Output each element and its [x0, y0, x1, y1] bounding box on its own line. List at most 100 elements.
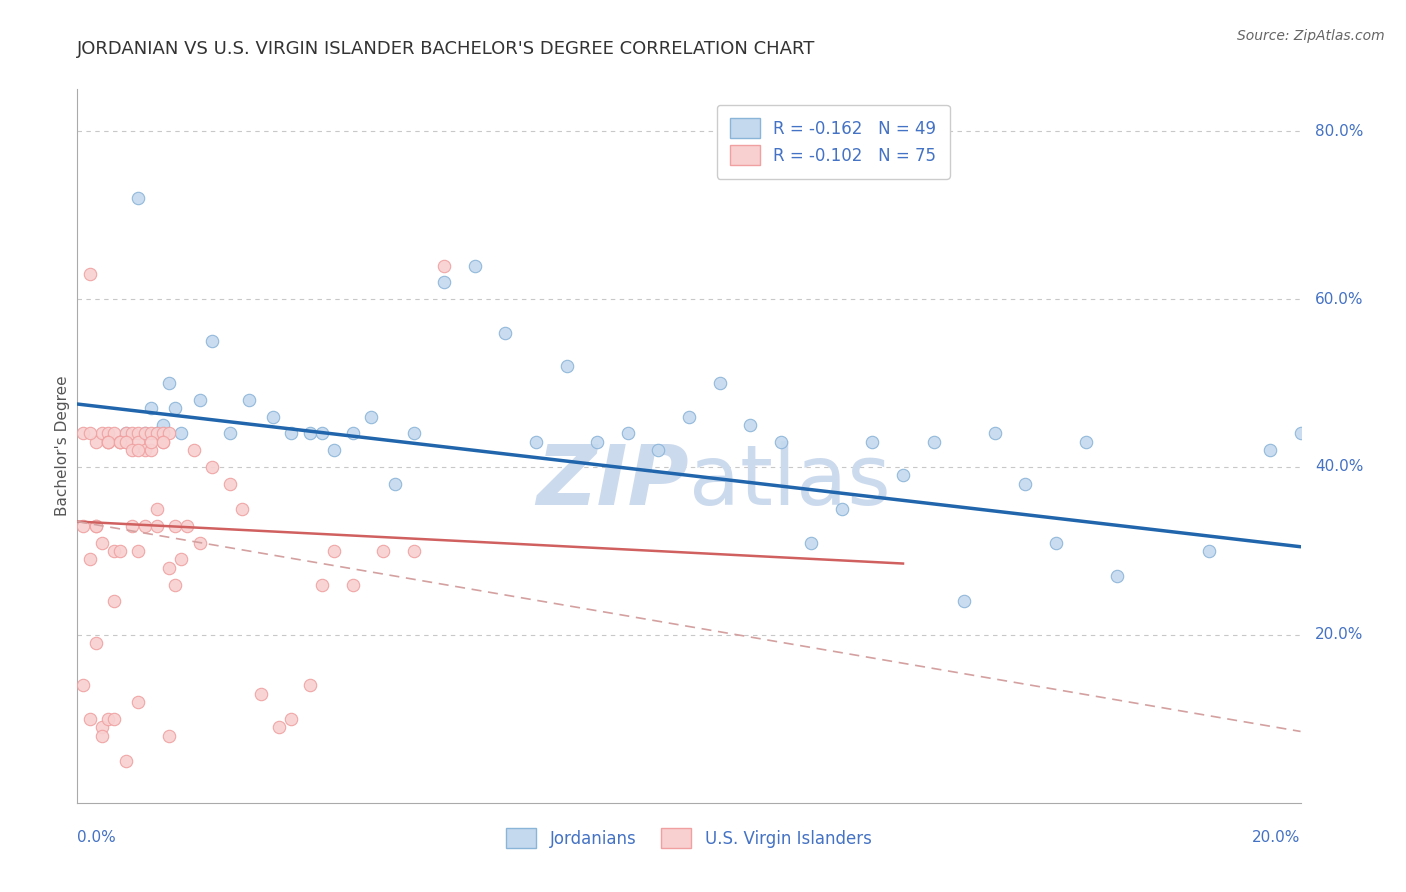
Point [280, 712, 302, 726]
Text: Source: ZipAtlas.com: Source: ZipAtlas.com [1237, 29, 1385, 43]
Text: 20.0%: 20.0% [1315, 627, 1364, 642]
Point [176, 518, 198, 533]
Point [262, 409, 284, 424]
Point [115, 754, 138, 768]
Point [617, 426, 640, 441]
Point [740, 417, 762, 432]
Point [134, 443, 156, 458]
Point [127, 443, 149, 458]
Point [524, 434, 547, 449]
Point [108, 434, 131, 449]
Point [384, 476, 406, 491]
Point [134, 518, 156, 533]
Text: 80.0%: 80.0% [1315, 124, 1364, 138]
Point [311, 577, 333, 591]
Point [402, 544, 425, 558]
Point [84, 518, 107, 533]
Point [165, 518, 187, 533]
Point [269, 720, 291, 734]
Point [201, 334, 224, 348]
Point [146, 518, 169, 533]
Point [146, 426, 169, 441]
Point [250, 687, 273, 701]
Point [231, 502, 253, 516]
Point [139, 443, 162, 458]
Point [121, 443, 143, 458]
Point [342, 577, 364, 591]
Point [72, 518, 94, 533]
Point [157, 426, 180, 441]
Point [103, 426, 125, 441]
Point [831, 502, 853, 516]
Point [103, 712, 125, 726]
Text: ZIP: ZIP [536, 442, 689, 522]
Y-axis label: Bachelor's Degree: Bachelor's Degree [55, 376, 70, 516]
Point [1076, 434, 1098, 449]
Point [90, 535, 112, 549]
Point [90, 729, 112, 743]
Point [97, 426, 120, 441]
Text: atlas: atlas [689, 442, 890, 522]
Point [1045, 535, 1067, 549]
Point [127, 695, 149, 709]
Point [115, 434, 138, 449]
Legend: Jordanians, U.S. Virgin Islanders: Jordanians, U.S. Virgin Islanders [499, 822, 879, 855]
Point [342, 426, 364, 441]
Point [127, 426, 149, 441]
Point [157, 729, 180, 743]
Point [146, 426, 169, 441]
Point [157, 560, 180, 574]
Point [170, 426, 193, 441]
Text: JORDANIAN VS U.S. VIRGIN ISLANDER BACHELOR'S DEGREE CORRELATION CHART: JORDANIAN VS U.S. VIRGIN ISLANDER BACHEL… [77, 40, 815, 58]
Text: 60.0%: 60.0% [1315, 292, 1364, 307]
Point [433, 275, 456, 289]
Point [219, 476, 242, 491]
Point [165, 401, 187, 416]
Point [298, 678, 321, 692]
Point [188, 392, 211, 407]
Point [953, 594, 976, 608]
Point [72, 426, 94, 441]
Point [238, 392, 260, 407]
Point [433, 259, 456, 273]
Point [862, 434, 884, 449]
Point [121, 518, 143, 533]
Point [79, 426, 101, 441]
Point [121, 426, 143, 441]
Point [72, 678, 94, 692]
Point [311, 426, 333, 441]
Point [108, 434, 131, 449]
Point [97, 434, 120, 449]
Text: 20.0%: 20.0% [1253, 830, 1301, 845]
Point [495, 326, 517, 340]
Point [108, 544, 131, 558]
Point [1014, 476, 1036, 491]
Point [280, 426, 302, 441]
Point [709, 376, 731, 390]
Point [139, 426, 162, 441]
Text: 0.0%: 0.0% [77, 830, 117, 845]
Point [97, 434, 120, 449]
Point [134, 426, 156, 441]
Point [127, 434, 149, 449]
Point [800, 535, 823, 549]
Point [1198, 544, 1220, 558]
Point [139, 401, 162, 416]
Point [891, 468, 914, 483]
Point [103, 544, 125, 558]
Point [298, 426, 321, 441]
Point [90, 720, 112, 734]
Point [157, 376, 180, 390]
Point [152, 417, 174, 432]
Point [139, 434, 162, 449]
Point [134, 426, 156, 441]
Point [152, 426, 174, 441]
Point [115, 426, 138, 441]
Point [152, 434, 174, 449]
Point [108, 434, 131, 449]
Point [647, 443, 669, 458]
Point [152, 426, 174, 441]
Point [152, 434, 174, 449]
Point [183, 443, 205, 458]
Point [115, 426, 138, 441]
